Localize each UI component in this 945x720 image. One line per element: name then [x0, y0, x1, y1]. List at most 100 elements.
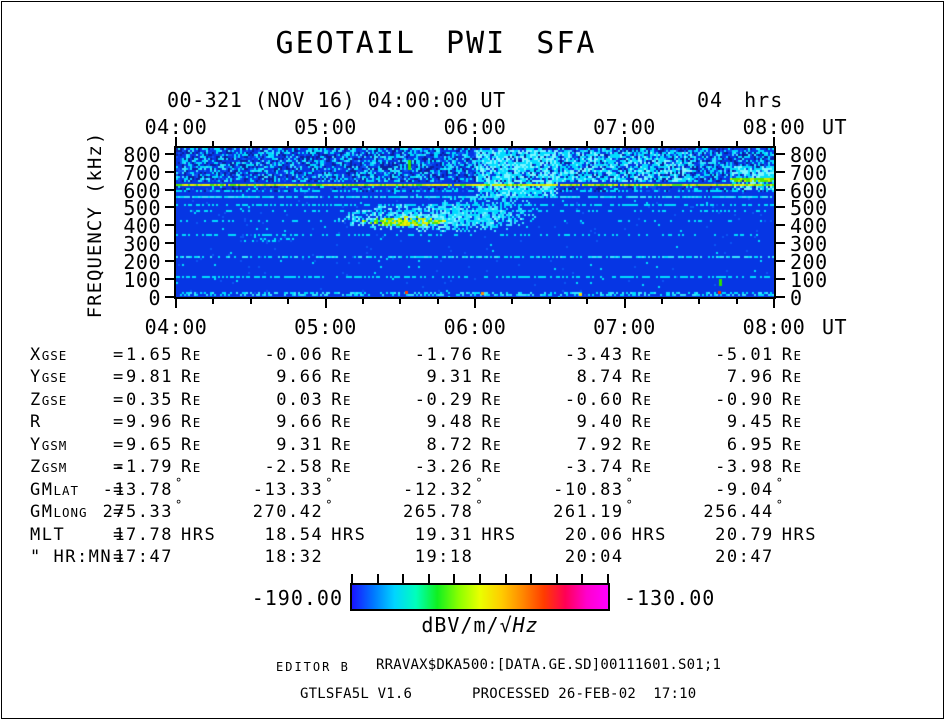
time-tick-mark: [361, 299, 364, 304]
ephemeris-value: -3.26: [414, 457, 474, 478]
ephemeris-value: 0.03: [276, 389, 324, 410]
ephemeris-unit: RE: [481, 457, 502, 478]
ephemeris-value: 9.31: [276, 434, 324, 455]
freq-tick-label-left: 500: [123, 196, 161, 221]
ephemeris-unit: °: [175, 475, 184, 490]
ephemeris-unit: HRS: [181, 524, 217, 545]
time-tick-mark: [511, 141, 514, 146]
time-tick-mark: [623, 299, 626, 308]
ephemeris-value: 0.35: [126, 389, 173, 410]
freq-tick-mark: [165, 188, 174, 191]
ephemeris-value: -9.04: [715, 479, 774, 500]
time-tick-mark: [212, 141, 215, 146]
freq-tick-mark: [165, 278, 174, 281]
ephemeris-value: -3.98: [715, 457, 774, 478]
ephemeris-unit: °: [775, 475, 785, 490]
ephemeris-unit: RE: [781, 389, 803, 410]
ephemeris-unit: RE: [331, 367, 352, 388]
ephemeris-unit: RE: [781, 345, 803, 365]
ephemeris-row-label: GMLONG: [30, 502, 88, 523]
ephemeris-value: 17.78: [114, 524, 173, 545]
colorbar: [350, 583, 610, 611]
time-tick-mark: [399, 299, 402, 304]
ephemeris-unit: HRS: [631, 524, 667, 545]
ephemeris-equals-sign: =: [113, 479, 125, 500]
ephemeris-unit: °: [175, 498, 184, 513]
ephemeris-unit: HRS: [781, 524, 818, 545]
colorbar-tick-mark: [479, 574, 481, 583]
freq-tick-label-right: 700: [790, 160, 828, 185]
ephemeris-unit: RE: [331, 389, 352, 410]
time-tick-mark: [548, 141, 551, 146]
time-tick-mark: [175, 137, 177, 146]
time-tick-mark: [436, 141, 439, 146]
ephemeris-unit: RE: [181, 389, 202, 410]
time-tick-label-bottom: 07:00: [593, 315, 656, 339]
time-tick-mark: [773, 299, 775, 308]
ephemeris-value: 6.95: [726, 434, 774, 455]
freq-tick-mark: [165, 206, 174, 209]
ephemeris-row-label: ZGSM: [30, 457, 68, 478]
freq-tick-label-left: 0: [148, 286, 161, 310]
ephemeris-value: -0.29: [414, 389, 474, 410]
freq-tick-mark: [165, 296, 174, 298]
freq-tick-mark: [776, 278, 785, 281]
time-tick-label-top: 06:00: [443, 115, 507, 139]
ephemeris-value: 17:47: [114, 547, 173, 568]
ephemeris-unit: °: [325, 498, 334, 513]
ephemeris-value: 18.54: [264, 524, 324, 545]
ephemeris-value: 7.92: [576, 434, 624, 455]
ephemeris-unit: RE: [181, 412, 202, 433]
colorbar-tick-mark: [607, 574, 609, 583]
ephemeris-value: -3.43: [564, 345, 624, 365]
colorbar-tick-mark: [555, 574, 558, 583]
freq-tick-mark: [776, 224, 785, 227]
ephemeris-unit: RE: [331, 457, 352, 478]
ephemeris-value: -3.74: [564, 457, 624, 478]
time-axis-unit-top: UT: [822, 115, 848, 139]
footer-editor: EDITOR B: [276, 660, 350, 674]
colorbar-tick-mark: [453, 574, 456, 583]
ephemeris-unit: RE: [481, 412, 502, 433]
ephemeris-value: -1.76: [414, 345, 474, 365]
freq-tick-mark: [165, 260, 174, 263]
freq-tick-label-right: 400: [790, 214, 828, 239]
freq-tick-mark: [776, 206, 785, 209]
ephemeris-unit: °: [475, 475, 485, 490]
ephemeris-value: -1.79: [114, 457, 173, 478]
ephemeris-unit: RE: [481, 345, 502, 365]
freq-tick-label-right: 800: [790, 142, 828, 167]
ephemeris-row-label: YGSM: [30, 434, 68, 455]
freq-tick-mark: [776, 296, 785, 298]
page-title: GEOTAIL PWI SFA: [275, 26, 597, 61]
ephemeris-unit: RE: [631, 389, 652, 410]
freq-tick-label-right: 200: [790, 250, 828, 275]
freq-tick-mark: [776, 260, 785, 263]
ephemeris-unit: RE: [631, 367, 652, 388]
colorbar-unit-label: dBV/m/√Hz: [421, 613, 539, 637]
time-tick-mark: [436, 299, 439, 304]
ephemeris-equals-sign: =: [113, 457, 125, 478]
freq-tick-label-left: 100: [123, 268, 161, 293]
ephemeris-unit: RE: [481, 389, 502, 410]
ephemeris-value: 9.48: [426, 412, 474, 433]
footer-processed-date: PROCESSED 26-FEB-02 17:10: [472, 686, 697, 702]
time-tick-label-top: 08:00: [742, 115, 806, 139]
ephemeris-equals-sign: =: [113, 434, 125, 455]
ephemeris-unit: HRS: [481, 524, 517, 545]
ephemeris-value: 19.31: [414, 524, 474, 545]
ephemeris-value: -10.83: [553, 479, 624, 500]
freq-tick-label-right: 0: [790, 286, 803, 310]
ephemeris-value: 9.31: [426, 367, 474, 388]
ephemeris-unit: °: [775, 498, 785, 513]
ephemeris-unit: RE: [781, 434, 803, 455]
ephemeris-equals-sign: =: [113, 345, 125, 365]
time-tick-mark: [735, 141, 738, 146]
time-axis-unit-bottom: UT: [822, 315, 848, 339]
colorbar-max-label: -130.00: [624, 586, 716, 610]
freq-tick-mark: [776, 188, 785, 191]
time-tick-mark: [474, 299, 476, 308]
ephemeris-value: 9.96: [126, 412, 173, 433]
